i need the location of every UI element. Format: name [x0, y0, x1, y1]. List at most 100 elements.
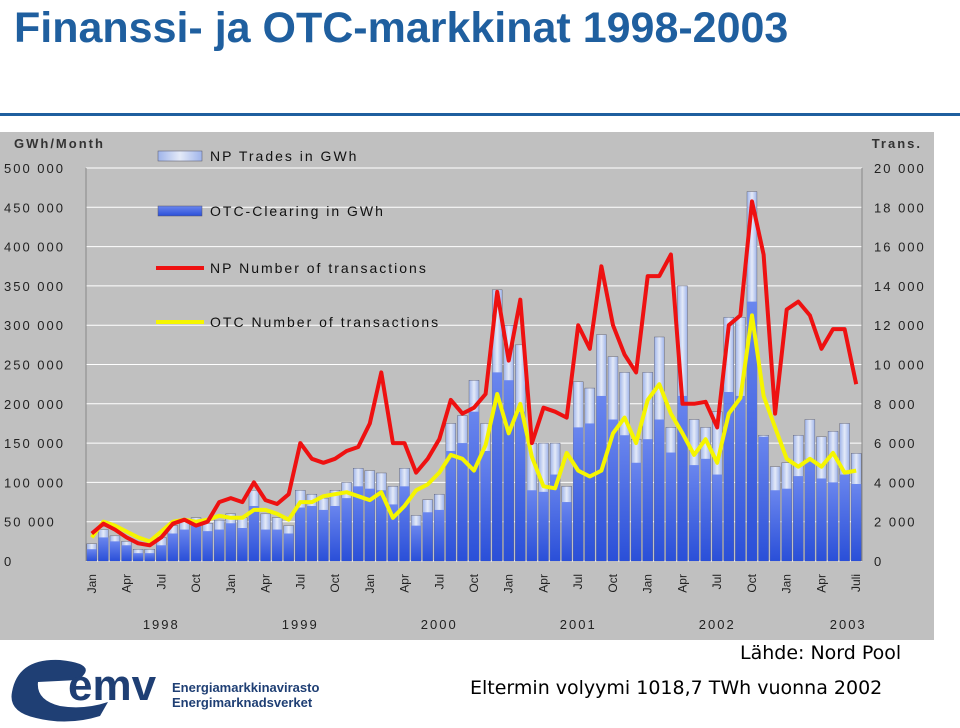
otc-clearing-bar	[469, 411, 479, 561]
otc-clearing-bar	[179, 529, 190, 561]
x-tick-label: Jan	[85, 574, 99, 593]
otc-clearing-bar	[677, 395, 688, 561]
left-tick-label: 450 000	[4, 200, 65, 215]
otc-clearing-bar	[851, 483, 862, 561]
left-axis-title: GWh/Month	[14, 136, 105, 151]
right-tick-label: 20 000	[874, 161, 926, 176]
otc-clearing-bar	[98, 537, 109, 561]
otc-clearing-bar	[376, 490, 387, 561]
right-tick-label: 4 000	[874, 475, 917, 490]
otc-clearing-bar	[364, 488, 375, 561]
otc-clearing-bar	[283, 533, 294, 561]
otc-clearing-bar	[353, 486, 364, 561]
left-tick-label: 300 000	[4, 318, 65, 333]
x-tick-label: Apr	[398, 574, 412, 593]
legend-label: OTC-Clearing in GWh	[210, 203, 385, 219]
otc-clearing-bar	[839, 474, 850, 561]
left-tick-label: 500 000	[4, 161, 65, 176]
otc-clearing-bar	[746, 301, 757, 561]
otc-clearing-bar	[770, 490, 781, 561]
year-label: 2001	[560, 617, 597, 632]
right-tick-label: 6 000	[874, 436, 917, 451]
otc-clearing-bar	[515, 411, 526, 561]
otc-clearing-bar	[248, 505, 259, 561]
legend-label: OTC Number of transactions	[210, 314, 440, 330]
chart: GWh/Month Trans. 0 50 000 100 000 150 000 20…	[0, 132, 934, 640]
otc-clearing-bar	[121, 545, 132, 561]
otc-clearing-bar	[550, 474, 561, 561]
year-label: 2003	[830, 617, 867, 632]
otc-clearing-bar	[202, 531, 213, 561]
legend-label: NP Number of transactions	[210, 260, 428, 276]
right-tick-label: 2 000	[874, 515, 917, 530]
otc-clearing-bar	[411, 525, 422, 561]
title-divider	[0, 113, 960, 116]
x-tick-label: Jan	[502, 574, 516, 593]
otc-clearing-bar	[225, 523, 236, 561]
year-label: 2002	[699, 617, 736, 632]
right-axis-title: Trans.	[872, 136, 922, 151]
otc-clearing-bar	[689, 465, 700, 561]
x-tick-label: Apr	[536, 574, 550, 593]
right-tick-label: 10 000	[874, 358, 926, 373]
otc-clearing-bar	[133, 553, 144, 561]
x-tick-label: Jul	[710, 574, 724, 589]
right-tick-label: 12 000	[874, 318, 926, 333]
x-tick-label: Jan	[224, 574, 238, 593]
x-tick-label: Jul	[432, 574, 446, 589]
otc-clearing-bar	[144, 553, 155, 561]
legend-swatch	[157, 205, 203, 217]
otc-clearing-bar	[619, 435, 630, 561]
x-tick-label: Jan	[641, 574, 655, 593]
logo-swoosh	[11, 659, 108, 722]
x-tick-label: Jul	[293, 574, 307, 589]
otc-clearing-bar	[723, 392, 734, 561]
otc-clearing-bar	[793, 476, 804, 561]
otc-clearing-bar	[492, 372, 503, 561]
otc-clearing-bar	[237, 527, 248, 561]
otc-clearing-bar	[538, 491, 549, 561]
legend-swatch	[157, 150, 203, 162]
otc-clearing-bar	[654, 419, 665, 561]
x-tick-label: Jul	[154, 574, 168, 589]
right-tick-label: 8 000	[874, 397, 917, 412]
otc-clearing-bar	[573, 427, 584, 561]
otc-clearing-bar	[457, 443, 468, 561]
otc-clearing-bar	[758, 436, 769, 561]
otc-clearing-bar	[434, 509, 445, 561]
otc-clearing-bar	[596, 395, 607, 561]
logo-name-fi: Energiamarkkinavirasto	[172, 680, 320, 695]
right-axis-ticks: 0 2 000 4 000 6 000 8 000 10 000 12 000 14 000 1…	[874, 161, 926, 569]
x-tick-label: Jan	[780, 574, 794, 593]
year-label: 2000	[421, 617, 458, 632]
otc-clearing-bar	[109, 541, 120, 561]
otc-clearing-bar	[700, 458, 711, 561]
right-tick-label: 18 000	[874, 200, 926, 215]
x-tick-label: Oct	[745, 573, 759, 592]
chart-background	[0, 132, 934, 640]
x-tick-label: Oct	[189, 573, 203, 592]
left-tick-label: 50 000	[4, 515, 56, 530]
otc-clearing-bar	[561, 502, 572, 561]
logo-name-sv: Energimarknadsverket	[172, 695, 313, 710]
left-tick-label: 100 000	[4, 475, 65, 490]
year-labels: 1998 1999 2000 2001 2002 2003	[143, 617, 867, 632]
otc-clearing-bar	[330, 505, 340, 561]
left-tick-label: 200 000	[4, 397, 65, 412]
x-tick-label: Apr	[814, 574, 828, 593]
otc-clearing-bar	[295, 507, 306, 561]
otc-clearing-bar	[712, 474, 723, 561]
otc-clearing-bar	[503, 380, 514, 561]
year-label: 1998	[143, 617, 180, 632]
year-label: 1999	[282, 617, 319, 632]
otc-clearing-bar	[480, 450, 491, 561]
bars	[86, 191, 862, 562]
right-tick-label: 0	[874, 554, 883, 569]
lines	[90, 199, 859, 548]
otc-clearing-bar	[665, 452, 676, 561]
left-tick-label: 250 000	[4, 358, 65, 373]
otc-clearing-bar	[828, 482, 839, 561]
x-tick-label: Jul	[571, 574, 585, 589]
otc-clearing-bar	[445, 450, 456, 561]
np-transactions-line	[90, 199, 859, 548]
